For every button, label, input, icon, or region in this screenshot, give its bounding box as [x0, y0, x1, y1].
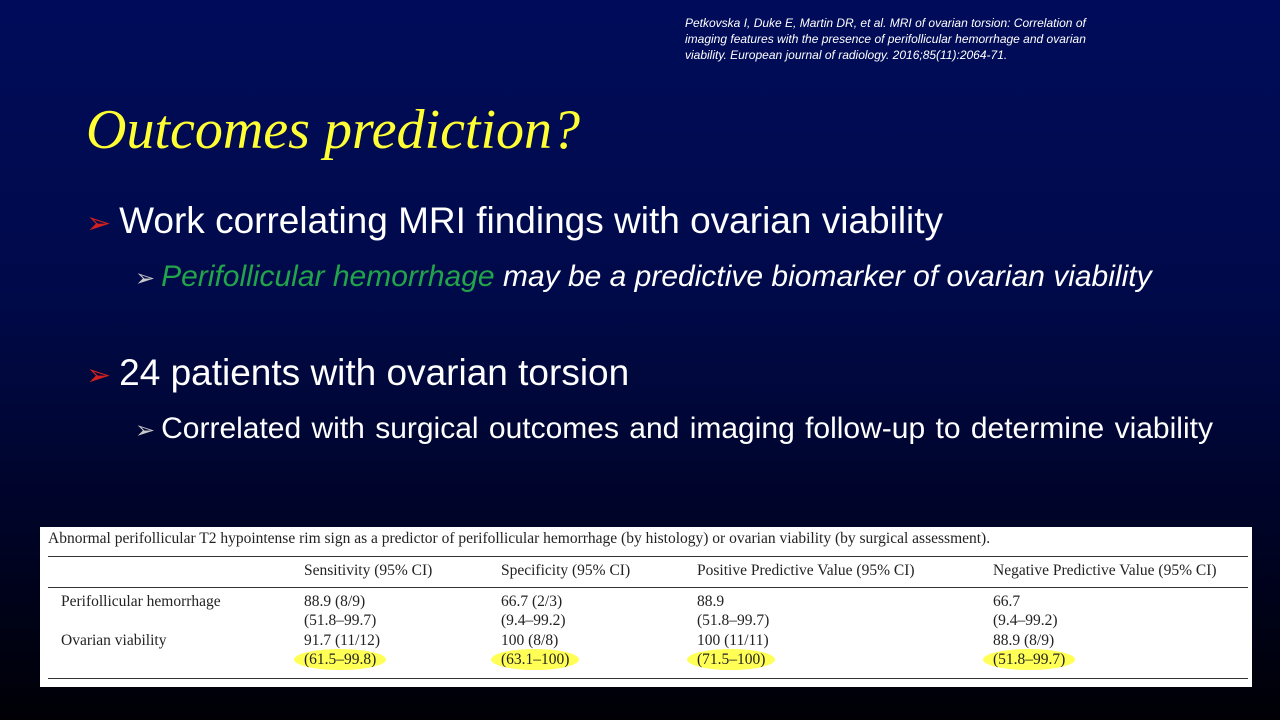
table-cell: 88.9 (8/9)	[993, 632, 1054, 650]
table-cell-text: (71.5–100)	[687, 649, 776, 670]
column-header-text: Specificity (95% CI)	[501, 562, 631, 579]
bullet-text: Work correlating MRI findings with ovari…	[119, 200, 944, 241]
sub-bullet-text: Correlated with surgical outcomes and im…	[161, 412, 1213, 445]
citation: Petkovska I, Duke E, Martin DR, et al. M…	[685, 16, 1086, 62]
table-cell-text: 88.9 (8/9)	[993, 632, 1055, 649]
table-cell: 66.7 (2/3)	[501, 593, 562, 611]
table-cell: (9.4–99.2)	[993, 612, 1058, 630]
table-cell: (61.5–99.8)	[294, 649, 387, 670]
table-cell: (9.4–99.2)	[501, 612, 566, 630]
table-cell: 66.7	[993, 593, 1020, 611]
table-cell: 100 (11/11)	[697, 632, 769, 650]
column-header-text: Sensitivity (95% CI)	[304, 562, 433, 579]
bullet: ➢ Work correlating MRI findings with ovar…	[86, 200, 944, 241]
column-header: Positive Predictive Value (95% CI)	[697, 562, 915, 580]
sub-bullet: ➢ Perifollicular hemorrhage may be a pred…	[135, 260, 1152, 293]
table-cell: 100 (8/8)	[501, 632, 558, 650]
table-cell-text: (51.8–99.7)	[983, 649, 1076, 670]
table-cell: (63.1–100)	[491, 649, 580, 670]
row-label: Ovarian viability	[61, 632, 166, 650]
table-cell-text: 88.9	[697, 593, 725, 610]
table-cell: 88.9 (8/9)	[304, 593, 365, 611]
table-cell: 88.9	[697, 593, 724, 611]
table-cell-text: 88.9 (8/9)	[304, 593, 366, 610]
row-label-text: Ovarian viability	[61, 632, 167, 649]
table-cell: (51.8–99.7)	[697, 612, 769, 630]
sub-bullet: ➢ Correlated with surgical outcomes and i…	[135, 412, 1213, 445]
table-cell-text: (9.4–99.2)	[993, 612, 1058, 629]
results-table: Abnormal perifollicular T2 hypointense r…	[40, 527, 1252, 687]
table-cell-text: 66.7	[993, 593, 1021, 610]
column-header: Specificity (95% CI)	[501, 562, 630, 580]
table-cell: (51.8–99.7)	[983, 649, 1076, 670]
table-cell-text: (51.8–99.7)	[304, 612, 377, 629]
table-cell-text: 100 (8/8)	[501, 632, 559, 649]
table-cell-text: (63.1–100)	[491, 649, 580, 670]
row-label: Perifollicular hemorrhage	[61, 593, 221, 611]
table-cell-text: (61.5–99.8)	[294, 649, 387, 670]
bullet: ➢ 24 patients with ovarian torsion	[86, 352, 630, 393]
table-cell: (71.5–100)	[687, 649, 776, 670]
row-label-text: Perifollicular hemorrhage	[61, 593, 221, 610]
column-header: Sensitivity (95% CI)	[304, 562, 432, 580]
column-header: Negative Predictive Value (95% CI)	[993, 562, 1217, 580]
table-cell-text: 66.7 (2/3)	[501, 593, 563, 610]
table-cell: (51.8–99.7)	[304, 612, 376, 630]
rule	[48, 678, 1248, 679]
table-cell: 91.7 (11/12)	[304, 632, 380, 650]
table-cell-text: 91.7 (11/12)	[304, 632, 381, 649]
table-cell-text: (51.8–99.7)	[697, 612, 770, 629]
bullet-text: 24 patients with ovarian torsion	[119, 352, 630, 393]
table-caption: Abnormal perifollicular T2 hypointense r…	[48, 530, 991, 547]
column-header-text: Negative Predictive Value (95% CI)	[993, 562, 1217, 579]
column-header-text: Positive Predictive Value (95% CI)	[697, 562, 915, 579]
sub-bullet-text: may be a predictive biomarker of ovarian…	[502, 260, 1152, 293]
table-cell-text: (9.4–99.2)	[501, 612, 566, 629]
highlight-text: Perifollicular hemorrhage	[161, 260, 495, 293]
rule	[48, 587, 1248, 588]
table-cell-text: 100 (11/11)	[697, 632, 769, 649]
rule	[48, 556, 1248, 557]
slide-title: Outcomes prediction?	[86, 99, 581, 161]
